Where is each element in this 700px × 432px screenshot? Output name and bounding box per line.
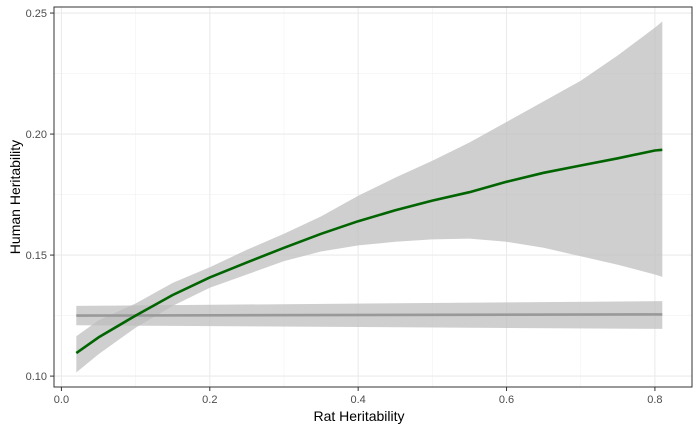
fit-line-1 (75, 148, 663, 355)
x-axis: 0.0 0.2 0.4 0.6 0.8 (54, 387, 663, 406)
y-tick-label: 0.10 (26, 371, 47, 383)
panel-border (53, 6, 693, 388)
fit-lines (75, 148, 663, 355)
x-axis-title: Rat Heritability (313, 408, 404, 424)
y-tick-label: 0.15 (26, 250, 47, 262)
y-tick-label: 0.20 (26, 129, 47, 141)
x-tick-label: 0.4 (351, 394, 366, 406)
confidence-band-1 (76, 21, 663, 373)
panel-frame (53, 6, 693, 388)
x-tick-label: 0.2 (202, 394, 217, 406)
y-axis-title: Human Heritability (7, 140, 23, 254)
fit-line-2 (76, 313, 663, 317)
y-axis: 0.10 0.15 0.20 0.25 (26, 8, 54, 383)
y-tick-label: 0.25 (26, 8, 47, 20)
x-tick-label: 0.0 (54, 394, 69, 406)
x-tick-label: 0.8 (647, 394, 662, 406)
x-tick-label: 0.6 (499, 394, 514, 406)
